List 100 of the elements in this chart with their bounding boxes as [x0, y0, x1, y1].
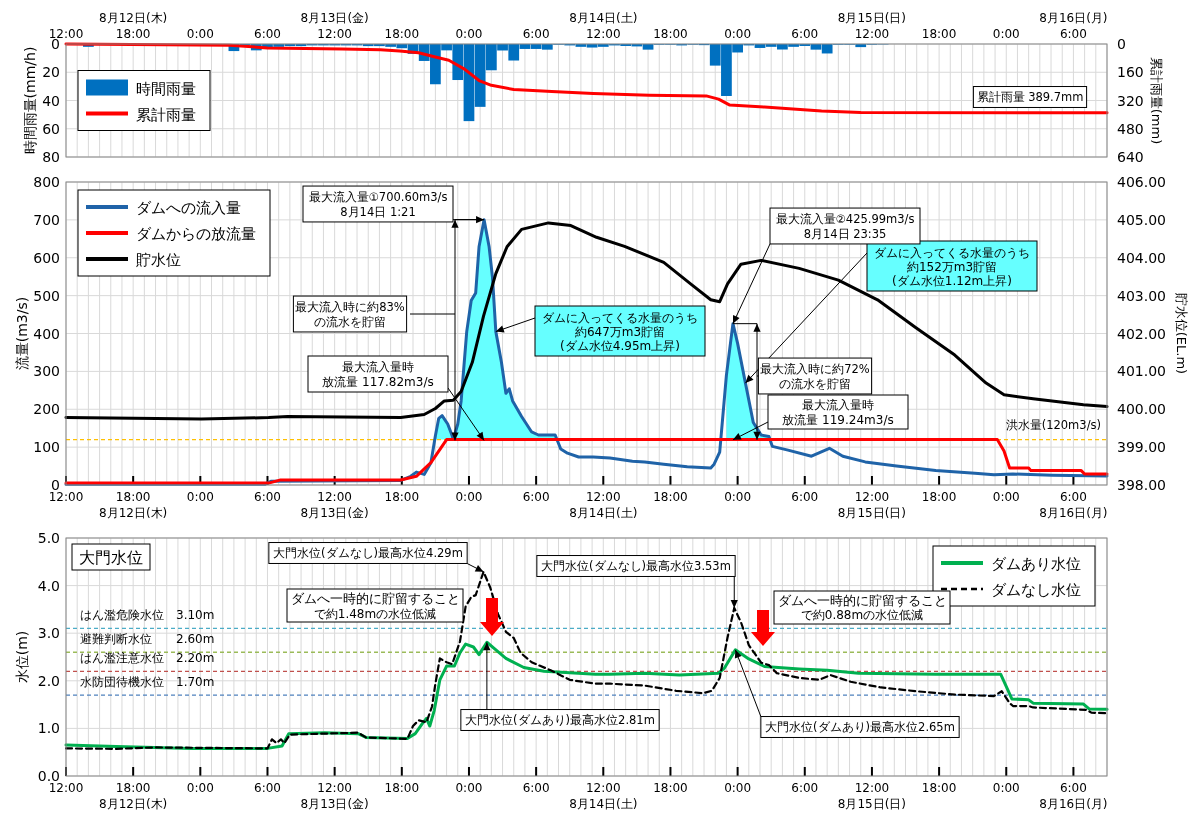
x-tick-label: 0:00	[992, 781, 1020, 795]
annotation: 約152万m3貯留	[906, 259, 998, 274]
x-tick-label: 6:00	[791, 781, 819, 795]
x-tick-label: 6:00	[254, 781, 281, 795]
x-tick-label: 0:00	[724, 490, 752, 504]
x-tick-label: 18:00	[921, 490, 957, 504]
annotation: 放流量 117.82m3/s	[322, 374, 434, 389]
annotation: 累計雨量 389.7mm	[976, 90, 1084, 105]
y2-tick-label: 404.00	[1117, 249, 1166, 266]
annotation: 最大流入量時	[342, 359, 414, 374]
x-tick-label: 12:00	[48, 781, 84, 795]
y2-axis-title: 累計雨量(mm)	[1149, 56, 1165, 145]
legend-label: ダムあり水位	[991, 555, 1081, 573]
y-tick-label: 80	[42, 149, 60, 165]
x-tick-label: 6:00 8月16日(月)	[1039, 781, 1108, 811]
y-tick-label: 1.0	[37, 720, 60, 737]
x-tick-label: 18:00 8月12日(木)	[99, 11, 168, 41]
x-tick-label: 6:00	[254, 490, 281, 504]
y2-tick-label: 402.00	[1117, 325, 1166, 342]
y2-tick-label: 405.00	[1117, 211, 1166, 228]
y-tick-label: 40	[42, 92, 60, 109]
annotation: 最大流入時に約72% の流水を貯留	[760, 361, 870, 391]
x-tick-label: 0:00	[724, 27, 752, 41]
y2-tick-label: 0	[1117, 36, 1126, 52]
x-tick-label: 18:00	[653, 781, 688, 795]
annotation: 放流量 119.24m3/s	[782, 412, 894, 427]
x-tick-label: 18:00	[384, 27, 420, 41]
x-tick-label: 0:00	[724, 781, 752, 795]
y-tick-label: 0	[51, 477, 60, 493]
x-tick-label: 6:00 8月16日(月)	[1039, 490, 1108, 520]
y-axis-title: 流量(m3/s)	[13, 296, 30, 371]
annotation: 最大流入時に約83% の流水を貯留	[295, 299, 405, 329]
y-tick-label: 700	[33, 211, 60, 228]
y-tick-label: 800	[33, 174, 60, 190]
x-tick-label: 0:00	[992, 27, 1020, 41]
x-tick-label: 0:00	[455, 781, 483, 795]
x-tick-label: 12:00 8月13日(金)	[300, 11, 369, 41]
y-tick-label: 0.0	[37, 768, 60, 784]
y2-tick-label: 160	[1117, 64, 1144, 81]
annotation: 大門水位(ダムあり)最高水位2.65m	[765, 720, 955, 735]
x-tick-label: 6:00	[522, 27, 550, 41]
y-tick-label: 20	[42, 64, 60, 81]
x-tick-label: 12:00 8月15日(日)	[837, 781, 907, 811]
x-tick-label: 6:00	[791, 27, 819, 41]
legend-label: ダムなし水位	[991, 581, 1081, 599]
x-tick-label: 12:00 8月15日(日)	[837, 490, 907, 520]
x-tick-label: 18:00	[653, 490, 688, 504]
x-tick-label: 12:00 8月13日(金)	[300, 781, 369, 811]
x-tick-label: 12:00 8月14日(土)	[569, 11, 638, 41]
y2-tick-label: 406.00	[1117, 174, 1166, 190]
legend-label: 時間雨量	[136, 79, 196, 98]
x-tick-label: 6:00	[522, 490, 550, 504]
y-tick-label: 300	[33, 363, 60, 380]
x-tick-label: 6:00 8月16日(月)	[1039, 11, 1108, 41]
text: 大門水位	[79, 548, 143, 567]
x-tick-label: 18:00	[921, 27, 957, 41]
x-tick-label: 18:00	[653, 27, 688, 41]
y2-tick-label: 398.00	[1117, 477, 1166, 493]
x-tick-label: 6:00	[791, 490, 819, 504]
annotation: で約0.88mの水位低減	[800, 607, 924, 622]
x-tick-label: 0:00	[186, 490, 214, 504]
annotation: 最大流入量②425.99m3/s 8月14日 23:35	[775, 211, 915, 241]
annotation: 大門水位(ダムなし)最高水位3.53m	[541, 559, 731, 574]
x-tick-label: 12:00 8月13日(金)	[300, 490, 369, 520]
annotation: (ダム水位1.12m上昇)	[892, 273, 1012, 288]
legend-label: 累計雨量	[136, 105, 196, 124]
y-axis-title: 時間雨量(mm/h)	[22, 46, 39, 155]
y-tick-label: 3.0	[37, 625, 60, 642]
y2-tick-label: 640	[1117, 149, 1144, 165]
y2-tick-label: 403.00	[1117, 287, 1166, 304]
annotation: 最大流入量時	[802, 397, 874, 412]
y-tick-label: 600	[33, 249, 60, 266]
x-tick-label: 0:00	[186, 781, 214, 795]
ref-line-label: はん濫危険水位 3.10m	[80, 608, 215, 623]
x-tick-label: 0:00	[186, 27, 214, 41]
x-tick-label: 12:00	[48, 490, 84, 504]
y-tick-label: 2.0	[37, 672, 60, 689]
y-tick-label: 400	[33, 325, 60, 342]
x-tick-label: 18:00	[384, 490, 420, 504]
ref-line-label: 水防団待機水位 1.70m	[80, 675, 215, 690]
x-tick-label: 12:00 8月15日(日)	[837, 11, 907, 41]
y-tick-label: 200	[33, 401, 60, 418]
x-tick-label: 18:00	[384, 781, 420, 795]
x-tick-label: 18:00 8月12日(木)	[99, 490, 168, 520]
y2-tick-label: 480	[1117, 120, 1144, 137]
x-tick-label: 6:00	[522, 781, 550, 795]
x-tick-label: 18:00 8月12日(木)	[99, 781, 168, 811]
y-tick-label: 5.0	[37, 530, 60, 546]
legend-label: ダムからの放流量	[136, 225, 256, 243]
annotation: ダムに入ってくる水量のうち	[542, 310, 698, 325]
x-tick-label: 0:00	[455, 27, 483, 41]
legend-label: ダムへの流入量	[136, 199, 241, 217]
y2-tick-label: 320	[1117, 92, 1144, 109]
annotation: 約647万m3貯留	[574, 324, 666, 339]
y2-axis-title: 貯水位(EL.m)	[1174, 292, 1190, 375]
x-tick-label: 12:00 8月14日(土)	[569, 490, 638, 520]
ref-line-label: 洪水量(120m3/s)	[1005, 417, 1101, 432]
x-tick-label: 0:00	[455, 490, 483, 504]
annotation: (ダム水位4.95m上昇)	[560, 338, 680, 353]
x-tick-label: 6:00	[254, 27, 281, 41]
